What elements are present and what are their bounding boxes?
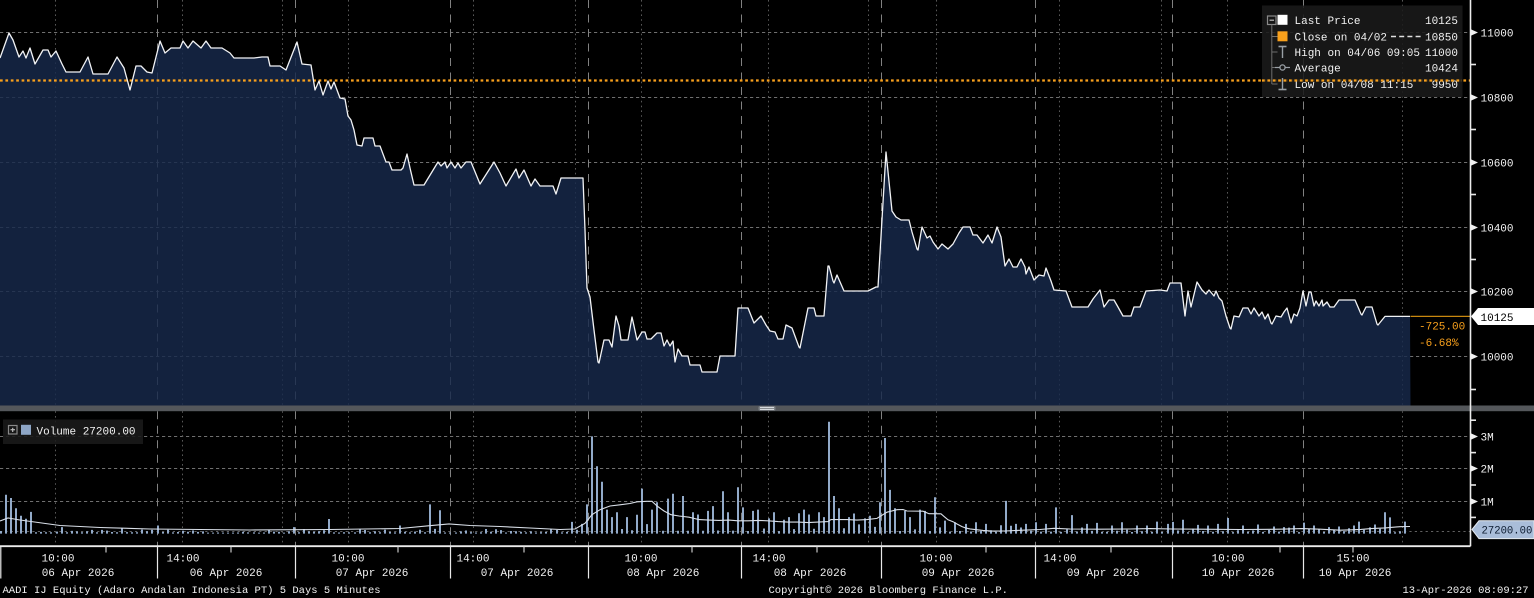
svg-text:09 Apr 2026: 09 Apr 2026 [1067,568,1140,580]
svg-text:10:00: 10:00 [919,554,952,566]
svg-text:10 Apr 2026: 10 Apr 2026 [1202,568,1275,580]
svg-text:High on 04/06 09:05: High on 04/06 09:05 [1295,48,1420,60]
svg-text:06 Apr 2026: 06 Apr 2026 [190,568,263,580]
svg-text:07 Apr 2026: 07 Apr 2026 [336,568,409,580]
svg-text:09 Apr 2026: 09 Apr 2026 [922,568,995,580]
svg-text:10125: 10125 [1425,16,1458,28]
svg-text:13-Apr-2026 08:09:27: 13-Apr-2026 08:09:27 [1403,585,1529,597]
svg-text:Copyright© 2026 Bloomberg Fina: Copyright© 2026 Bloomberg Finance L.P. [769,585,1008,597]
svg-text:10125: 10125 [1481,313,1514,325]
svg-text:3M: 3M [1481,433,1494,445]
svg-text:10:00: 10:00 [624,554,657,566]
svg-text:10 Apr 2026: 10 Apr 2026 [1319,568,1392,580]
svg-text:15:00: 15:00 [1336,554,1369,566]
svg-text:Volume 27200.00: Volume 27200.00 [37,427,136,439]
svg-text:14:00: 14:00 [166,554,199,566]
svg-text:10000: 10000 [1481,353,1514,365]
svg-text:Last Price: Last Price [1295,16,1361,28]
svg-text:06 Apr 2026: 06 Apr 2026 [42,568,115,580]
svg-text:10:00: 10:00 [1211,554,1244,566]
svg-text:10:00: 10:00 [41,554,74,566]
svg-text:14:00: 14:00 [752,554,785,566]
svg-text:08 Apr 2026: 08 Apr 2026 [627,568,700,580]
svg-text:11000: 11000 [1425,48,1458,60]
svg-text:Average: Average [1295,64,1341,76]
svg-text:11000: 11000 [1481,29,1514,41]
svg-text:10:00: 10:00 [331,554,364,566]
svg-text:9950: 9950 [1432,80,1458,92]
svg-text:AADI IJ Equity (Adaro Andalan: AADI IJ Equity (Adaro Andalan Indonesia … [3,585,381,597]
svg-text:2M: 2M [1481,465,1494,477]
svg-text:14:00: 14:00 [456,554,489,566]
svg-text:-6.68%: -6.68% [1419,338,1459,350]
svg-text:Low on 04/08 11:15: Low on 04/08 11:15 [1295,80,1414,92]
svg-text:-725.00: -725.00 [1419,321,1465,333]
svg-text:10200: 10200 [1481,288,1514,300]
svg-text:10850: 10850 [1425,33,1458,45]
svg-text:10600: 10600 [1481,159,1514,171]
svg-text:27200.00: 27200.00 [1482,526,1533,538]
svg-text:14:00: 14:00 [1043,554,1076,566]
svg-text:Close on 04/02: Close on 04/02 [1295,33,1387,45]
svg-text:10400: 10400 [1481,224,1514,236]
svg-text:1M: 1M [1481,498,1494,510]
svg-text:10800: 10800 [1481,94,1514,106]
svg-text:07 Apr 2026: 07 Apr 2026 [481,568,554,580]
svg-text:08 Apr 2026: 08 Apr 2026 [774,568,847,580]
svg-text:10424: 10424 [1425,64,1458,76]
